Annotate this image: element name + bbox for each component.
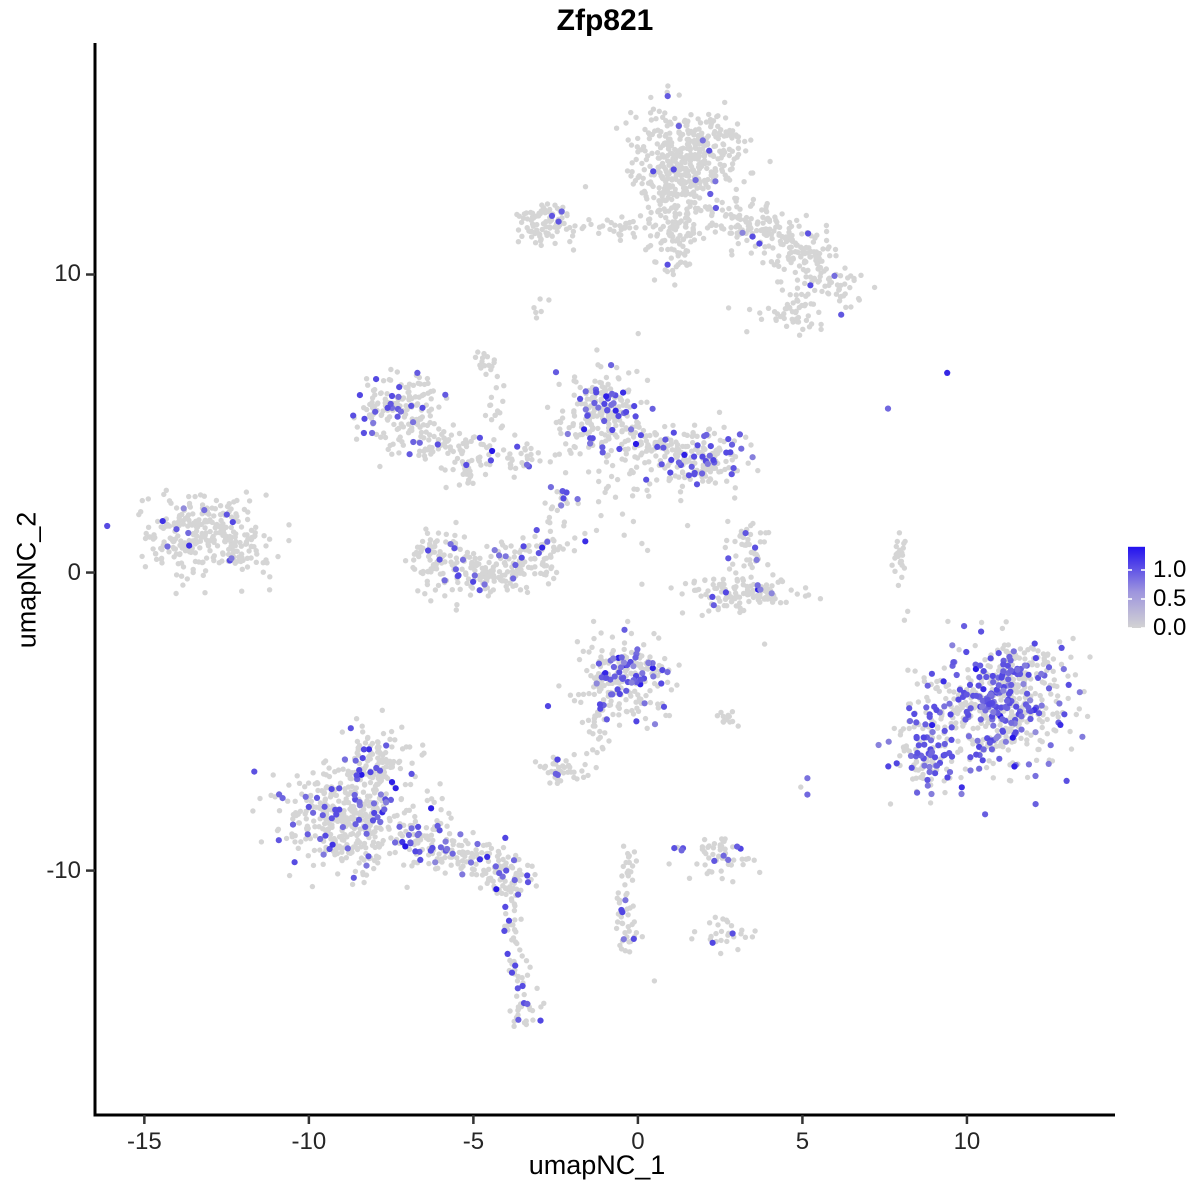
x-tick-label: -15 xyxy=(127,1128,162,1155)
x-tick-label: -5 xyxy=(462,1128,485,1155)
points-layer-gray xyxy=(136,83,1093,1029)
points-layer-expressing xyxy=(104,93,1086,1024)
plot-title: Zfp821 xyxy=(556,4,654,37)
legend-tick-label: 0.0 xyxy=(1153,614,1187,641)
x-tick-label: 5 xyxy=(795,1128,810,1155)
x-tick-label: 10 xyxy=(953,1128,981,1155)
y-tick-label: 10 xyxy=(54,260,81,288)
legend-colorbar xyxy=(1128,546,1145,629)
x-axis-title: umapNC_1 xyxy=(528,1150,666,1180)
x-tick-label: -10 xyxy=(291,1128,327,1155)
legend-tick-label: 0.5 xyxy=(1153,585,1187,612)
y-tick-label: 0 xyxy=(67,558,81,586)
axes-layer xyxy=(86,43,1115,1124)
x-tick-label: 0 xyxy=(631,1128,645,1155)
y-tick-label: -10 xyxy=(46,856,81,884)
legend-tick-label: 1.0 xyxy=(1153,556,1187,583)
